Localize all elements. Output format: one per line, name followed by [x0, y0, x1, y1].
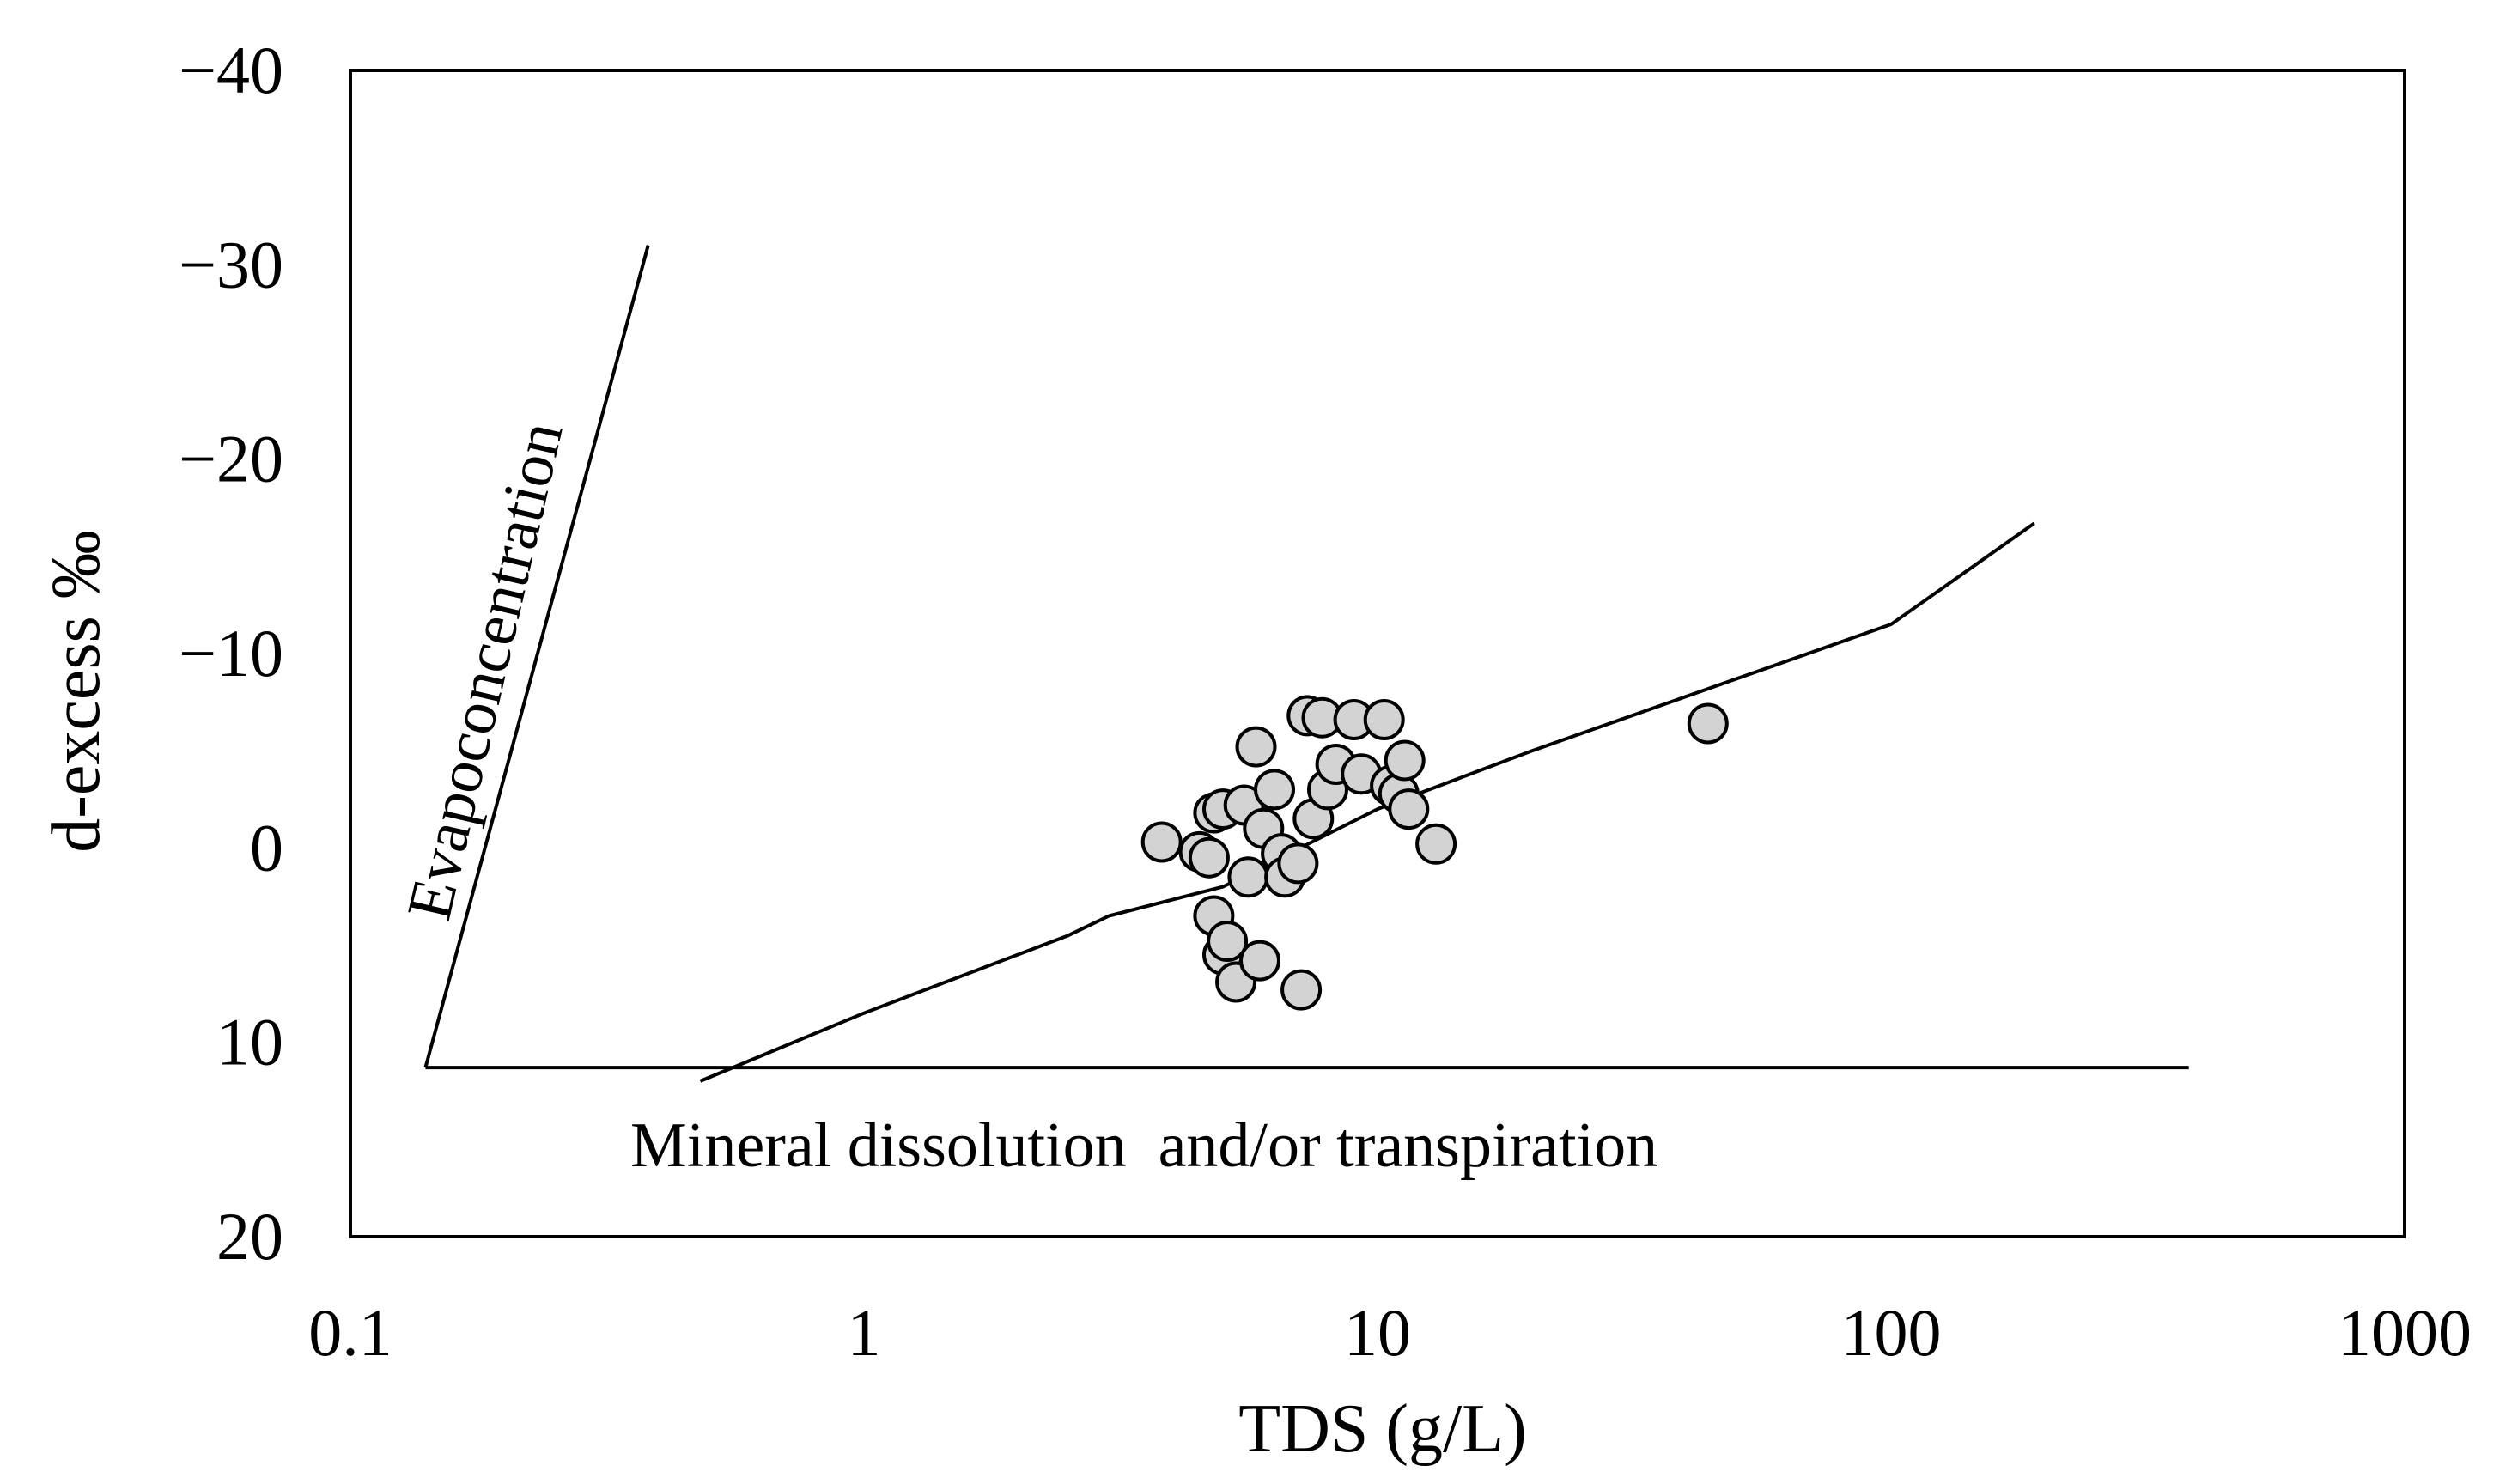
data-point-23	[1384, 739, 1426, 782]
x-tick-label: 100	[1841, 1295, 1942, 1370]
data-point-0	[1140, 821, 1183, 863]
lines-layer	[423, 245, 2189, 1083]
data-point-6	[1227, 856, 1269, 898]
y-tick-label: −30	[179, 227, 283, 301]
data-point-7	[1235, 726, 1277, 768]
y-axis-title: d-excess ‰	[39, 530, 114, 852]
y-tick-label: −40	[179, 33, 283, 107]
data-point-31	[1280, 969, 1323, 1011]
x-tick-label: 10	[1344, 1295, 1411, 1370]
x-axis-title: TDS (g/L)	[1238, 1391, 1527, 1467]
y-tick-label: 20	[216, 1199, 283, 1274]
x-tick-label: 1	[848, 1295, 881, 1370]
x-tick-label: 1000	[2338, 1295, 2472, 1370]
y-axis-ticks: −40 −30 −20 −10 0 10 20	[179, 33, 283, 1274]
data-point-30	[1239, 940, 1280, 982]
data-point-9	[1254, 769, 1295, 811]
line-0	[423, 245, 650, 1068]
y-tick-label: 0	[250, 810, 283, 885]
line-2	[699, 521, 2035, 1083]
data-point-25	[1415, 823, 1457, 865]
mineral-dissolution-label: Mineral dissolution and/or transpiration	[630, 1110, 1657, 1181]
plot-frame	[349, 69, 2406, 1238]
data-point-24	[1388, 788, 1430, 830]
data-point-12	[1277, 842, 1319, 885]
data-point-2	[1188, 836, 1230, 879]
points-layer	[1140, 695, 1729, 1011]
y-tick-label: −10	[179, 616, 283, 690]
y-tick-label: 10	[216, 1005, 283, 1080]
data-point-20	[1363, 699, 1405, 740]
y-tick-label: −20	[179, 422, 283, 496]
data-point-32	[1687, 702, 1729, 745]
x-tick-label: 0.1	[308, 1295, 392, 1370]
x-axis-ticks: 0.1 1 10 100 1000	[308, 1295, 2472, 1370]
data-point-28	[1207, 921, 1249, 962]
